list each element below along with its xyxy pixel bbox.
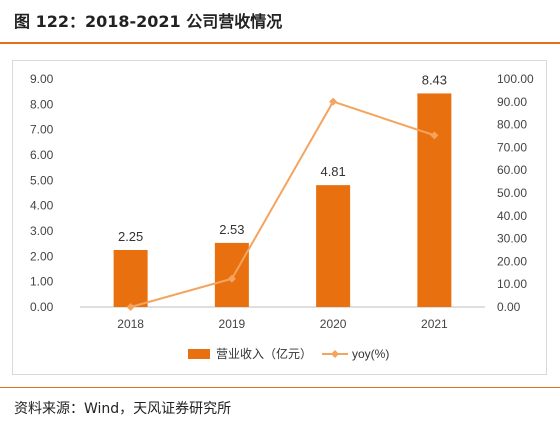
bar-data-label: 4.81 [320, 164, 345, 179]
right-tick-label: 60.00 [497, 163, 527, 177]
bar [113, 250, 148, 307]
x-tick-label: 2019 [219, 317, 246, 331]
right-tick-label: 30.00 [497, 232, 527, 246]
legend: 营业收入（亿元） yoy(%) [188, 346, 389, 361]
right-tick-label: 50.00 [497, 186, 527, 200]
source-divider [0, 387, 560, 388]
left-tick-label: 5.00 [30, 173, 54, 187]
right-tick-label: 100.00 [497, 72, 534, 86]
left-tick-label: 2.00 [30, 249, 54, 263]
yoy-marker [430, 131, 439, 140]
bar [316, 185, 351, 307]
right-tick-label: 0.00 [497, 300, 521, 314]
yoy-line [130, 100, 435, 308]
bar [417, 93, 452, 307]
source-note: 资料来源：Wind，天风证券研究所 [14, 401, 232, 417]
bar-data-label: 2.53 [219, 222, 244, 237]
left-tick-label: 1.00 [30, 275, 54, 289]
x-tick-label: 2021 [421, 317, 448, 331]
bar-data-labels: 2.25 2.53 4.81 8.43 [118, 72, 447, 244]
legend-swatch-revenue [188, 349, 210, 359]
left-tick-label: 8.00 [30, 97, 54, 111]
right-tick-label: 80.00 [497, 118, 527, 132]
left-tick-label: 7.00 [30, 123, 54, 137]
left-tick-label: 9.00 [30, 72, 54, 86]
legend-label-revenue: 营业收入（亿元） [216, 346, 312, 361]
left-tick-label: 0.00 [30, 300, 54, 314]
chart-frame [12, 60, 547, 375]
left-tick-label: 3.00 [30, 224, 54, 238]
x-axis: 2018 2019 2020 2021 [117, 317, 448, 331]
right-tick-label: 70.00 [497, 140, 527, 154]
left-axis: 0.00 1.00 2.00 3.00 4.00 5.00 6.00 7.00 8.00 9.00 [30, 72, 54, 314]
yoy-marker [329, 97, 338, 106]
yoy-marker [227, 274, 236, 283]
title-divider [0, 42, 560, 44]
figure-title: 图 122：2018-2021 公司营收情况 [14, 12, 283, 31]
legend-marker-yoy [331, 350, 339, 358]
right-tick-label: 20.00 [497, 254, 527, 268]
x-tick-label: 2020 [320, 317, 347, 331]
yoy-line-series [126, 97, 439, 311]
left-tick-label: 4.00 [30, 199, 54, 213]
right-axis: 0.00 10.00 20.00 30.00 40.00 50.00 60.00 70.00 8… [497, 72, 534, 314]
bar-data-label: 2.25 [118, 229, 143, 244]
yoy-marker [126, 303, 135, 311]
right-tick-label: 90.00 [497, 95, 527, 109]
right-tick-label: 40.00 [497, 209, 527, 223]
left-tick-label: 6.00 [30, 148, 54, 162]
legend-label-yoy: yoy(%) [352, 347, 389, 361]
bar-data-label: 8.43 [422, 72, 447, 87]
bar-series [113, 93, 452, 307]
right-tick-label: 10.00 [497, 277, 527, 291]
x-tick-label: 2018 [117, 317, 144, 331]
